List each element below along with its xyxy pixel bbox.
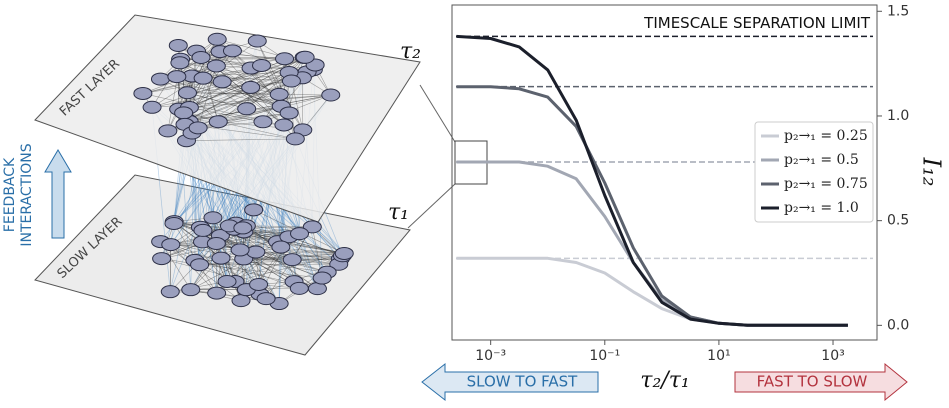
x-axis-label: τ₂/τ₁ <box>640 368 689 393</box>
node <box>286 133 304 145</box>
node <box>194 224 212 236</box>
feedback-arrow <box>45 150 71 238</box>
node <box>245 204 263 216</box>
node <box>189 122 207 134</box>
node <box>218 275 236 287</box>
node <box>250 278 268 290</box>
node <box>238 103 256 115</box>
tau-slow-label: τ₁ <box>388 200 409 225</box>
node <box>165 217 183 229</box>
node <box>168 71 186 83</box>
left-arrow-label: SLOW TO FAST <box>467 373 579 391</box>
node <box>182 284 200 296</box>
node <box>247 246 265 258</box>
node <box>223 45 241 57</box>
node <box>272 241 290 253</box>
feedback-label: FEEDBACK <box>2 157 18 232</box>
node <box>162 239 180 251</box>
node <box>207 237 225 249</box>
reference-label: TIMESCALE SEPARATION LIMIT <box>643 14 871 32</box>
node <box>212 252 230 264</box>
node <box>151 73 169 85</box>
node <box>335 247 353 259</box>
x-tick-label: 10³ <box>821 348 844 364</box>
node <box>275 119 293 131</box>
node <box>322 89 340 101</box>
node <box>209 116 227 128</box>
node <box>276 53 294 65</box>
node <box>143 101 161 113</box>
node <box>234 222 252 234</box>
node <box>253 59 271 71</box>
legend-label: p₂→₁ = 0.25 <box>784 128 868 144</box>
series-line <box>456 258 848 325</box>
node <box>153 253 171 265</box>
zoom-line <box>420 85 455 142</box>
node <box>208 33 226 45</box>
node <box>291 228 309 240</box>
node <box>171 57 189 69</box>
legend: p₂→₁ = 0.25 p₂→₁ = 0.5 p₂→₁ = 0.75 p₂→₁ = 1… <box>755 122 873 222</box>
node <box>161 286 179 298</box>
node <box>175 107 193 119</box>
tau-fast-label: τ₂ <box>400 39 421 64</box>
x-tick-label: 10¹ <box>707 348 730 364</box>
node <box>208 287 226 299</box>
node <box>192 51 210 63</box>
node <box>169 39 187 51</box>
node <box>191 259 209 271</box>
y-tick-label: 1.0 <box>887 108 909 124</box>
node <box>159 125 177 137</box>
y-tick-label: 1.5 <box>887 3 909 19</box>
legend-label: p₂→₁ = 0.5 <box>784 152 859 168</box>
x-tick-label: 10⁻³ <box>475 348 506 364</box>
node <box>231 244 249 256</box>
node <box>254 116 272 128</box>
node <box>213 76 231 88</box>
node <box>242 81 260 93</box>
legend-label: p₂→₁ = 1.0 <box>784 200 859 216</box>
node <box>290 282 308 294</box>
node <box>194 72 212 84</box>
legend-label: p₂→₁ = 0.75 <box>784 176 868 192</box>
node <box>178 87 196 99</box>
node <box>282 75 300 87</box>
node <box>283 254 301 266</box>
node <box>296 51 314 63</box>
node <box>257 293 275 305</box>
node <box>204 212 222 224</box>
chart: 0.0 0.5 1.0 1.5 10⁻³ 10⁻¹ 10¹ 10³ τ₂/τ₁ I₁₂ TIMESC… <box>452 3 946 393</box>
node <box>134 87 152 99</box>
y-tick-label: 0.0 <box>887 317 909 333</box>
y-tick-label: 0.5 <box>887 213 909 229</box>
node <box>313 272 331 284</box>
node <box>232 295 250 307</box>
zoom-line <box>408 184 455 228</box>
node <box>270 88 288 100</box>
node <box>280 107 298 119</box>
network-diagram: FAST LAYER SLOW LAYER τ₂ τ₁ FEEDBACK INT… <box>2 15 455 355</box>
x-tick-label: 10⁻¹ <box>589 348 620 364</box>
node <box>207 60 225 72</box>
y-axis-label: I₁₂ <box>918 157 946 187</box>
feedback-label: INTERACTIONS <box>19 143 35 246</box>
node <box>248 35 266 47</box>
right-arrow-label: FAST TO SLOW <box>757 373 868 391</box>
